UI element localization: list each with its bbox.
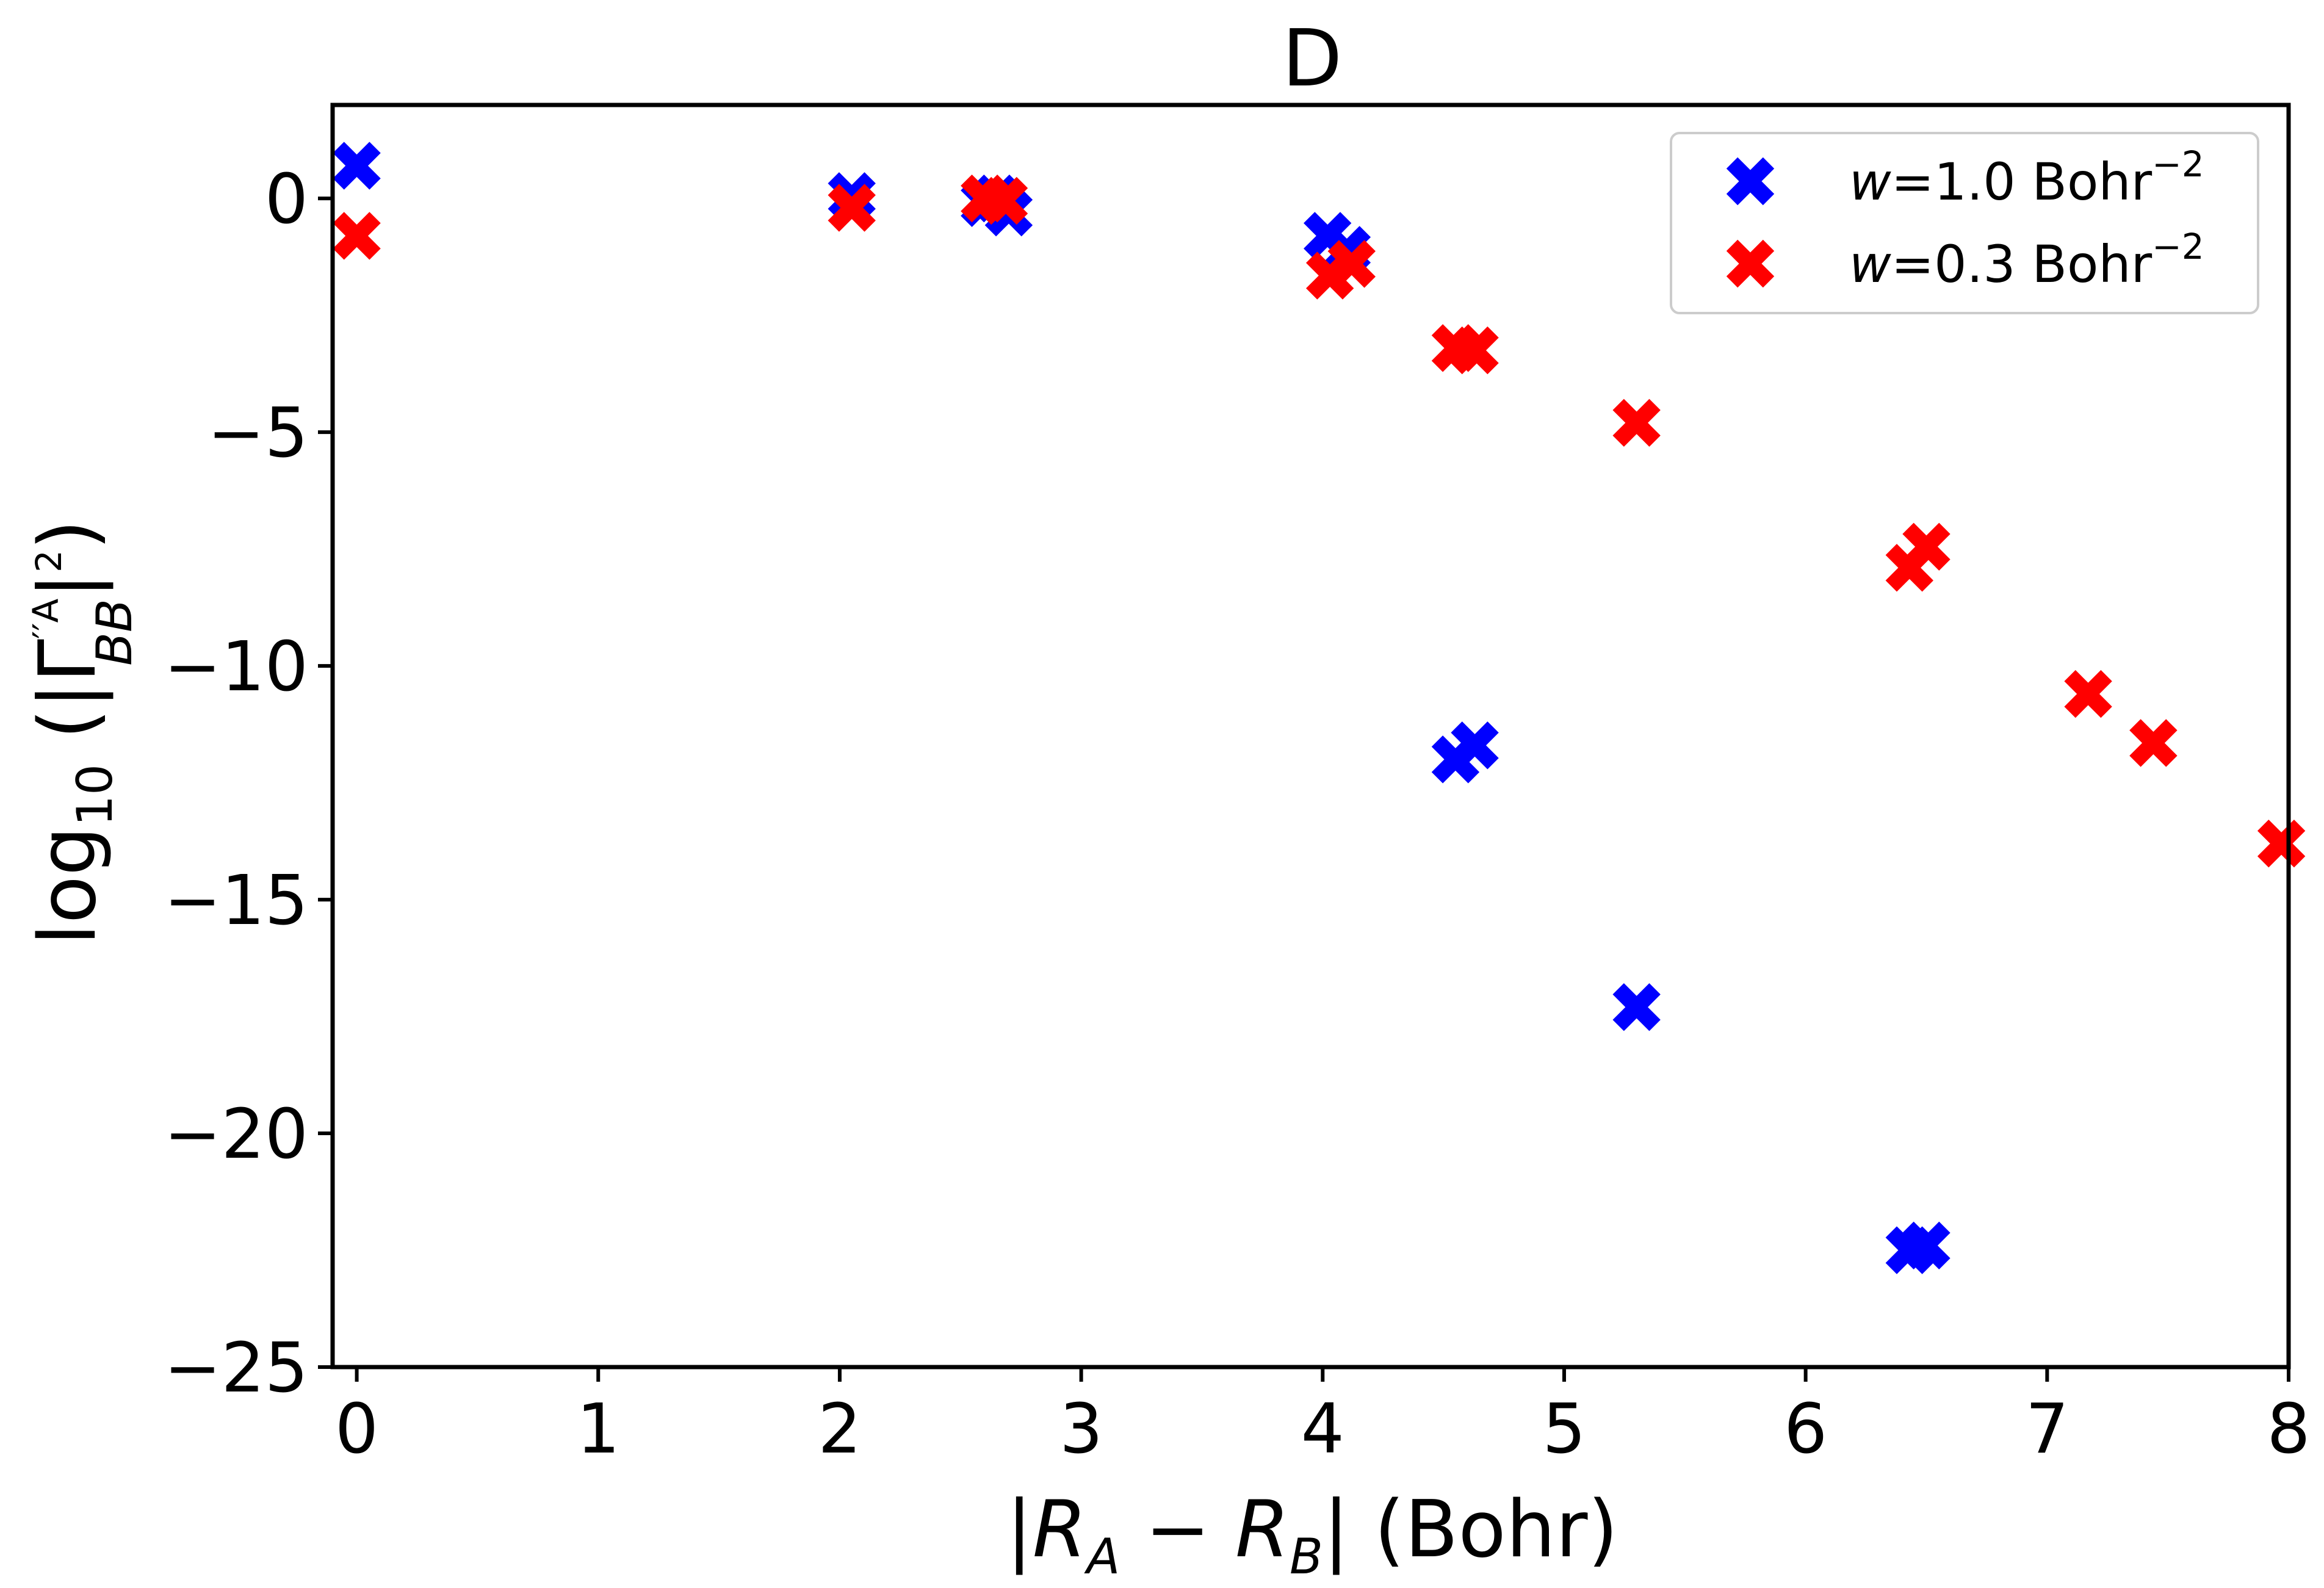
data-point xyxy=(2129,719,2178,767)
chart-title: D xyxy=(1282,13,1343,104)
data-point xyxy=(1612,983,1661,1031)
y-tick-label: 0 xyxy=(265,160,308,239)
y-tick-label: −20 xyxy=(164,1095,308,1174)
legend-marker xyxy=(1726,239,1775,288)
x-axis-label: |RA − RB| (Bohr) xyxy=(1006,1484,1619,1585)
y-tick-label: −10 xyxy=(164,627,308,707)
legend-box xyxy=(1670,132,2259,314)
data-point xyxy=(828,172,876,220)
x-tick-label: 7 xyxy=(2026,1390,2069,1469)
x-tick-label: 0 xyxy=(335,1390,378,1469)
data-point xyxy=(333,142,381,190)
data-point xyxy=(980,176,1028,225)
data-point xyxy=(828,184,876,232)
data-point xyxy=(1451,326,1499,375)
x-tick-label: 2 xyxy=(818,1390,861,1469)
data-point xyxy=(1902,1221,1951,1270)
data-point xyxy=(2257,819,2306,868)
plot-frame xyxy=(330,103,2291,1370)
data-points xyxy=(333,142,2306,1274)
legend: w=1.0 Bohr−2 w=0.3 Bohr−2 xyxy=(1670,132,2259,314)
data-point xyxy=(1327,240,1376,288)
x-tick-label: 8 xyxy=(2267,1390,2310,1469)
legend-marker xyxy=(1726,157,1775,206)
y-axis-label: log10 (|Γ′′A BB|2) xyxy=(23,519,143,945)
data-point xyxy=(1612,399,1661,447)
legend-label: w=1.0 Bohr−2 xyxy=(1849,143,2204,212)
data-point xyxy=(333,212,381,260)
y-tick-label: −25 xyxy=(164,1329,308,1408)
x-tick-label: 6 xyxy=(1784,1390,1827,1469)
y-tick-label: −5 xyxy=(208,394,308,473)
data-point xyxy=(1451,721,1499,770)
axis-ticks: 0 1 2 3 4 5 6 7 8 0 −5 −10 −15 −20 −25 xyxy=(164,160,2311,1469)
x-tick-label: 5 xyxy=(1542,1390,1586,1469)
legend-label: w=0.3 Bohr−2 xyxy=(1849,226,2204,294)
x-tick-label: 4 xyxy=(1301,1390,1344,1469)
x-tick-label: 3 xyxy=(1059,1390,1103,1469)
series-1 xyxy=(333,142,1951,1274)
svg-text:log10 (|Γ′′ABB|2): log10 (|Γ′′A BB|2) xyxy=(23,519,143,945)
data-point xyxy=(2064,669,2112,718)
x-tick-label: 1 xyxy=(577,1390,620,1469)
series-2 xyxy=(333,174,2306,868)
y-tick-label: −15 xyxy=(164,861,308,940)
data-point xyxy=(1902,522,1951,571)
